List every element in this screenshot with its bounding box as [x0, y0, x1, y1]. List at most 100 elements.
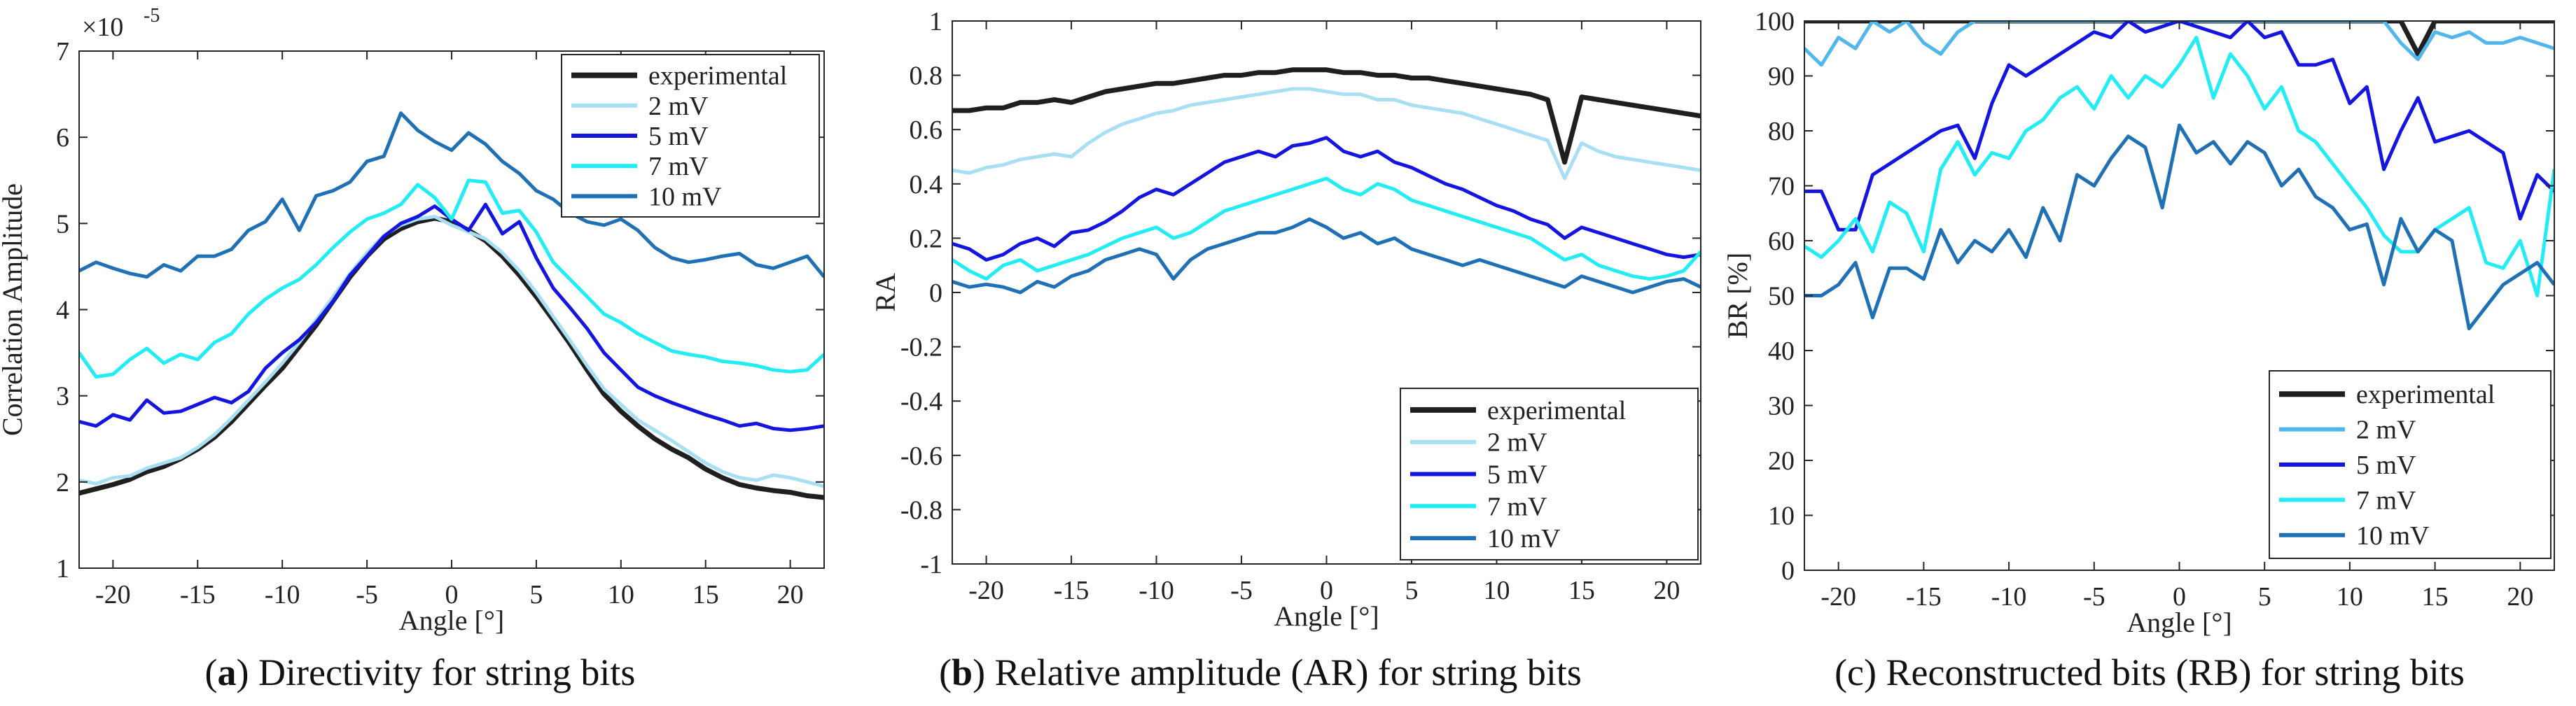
chart-a-xtick-label-1: -15	[180, 580, 216, 609]
chart-c-legend-label-3: 7 mV	[2356, 486, 2416, 515]
chart-a-ytick-label-2: 3	[56, 382, 69, 411]
chart-a-legend-label-2: 5 mV	[648, 122, 709, 151]
chart-c-ytick-label-4: 40	[1768, 337, 1795, 366]
chart-c-xtick-label-4: 0	[2173, 582, 2186, 612]
chart-c-legend-label-2: 5 mV	[2356, 451, 2416, 480]
chart-c-ytick-label-8: 80	[1768, 117, 1795, 146]
chart-c-xlabel: Angle [°]	[2126, 607, 2232, 638]
chart-a-xtick-label-5: 5	[529, 580, 543, 609]
chart-c-ytick-label-1: 10	[1768, 502, 1795, 531]
chart-a-series-line-1	[79, 215, 824, 488]
caption-a: (a) Directivity for string bits	[140, 651, 700, 694]
chart-c-ytick-label-2: 20	[1768, 446, 1795, 476]
caption-b-letter: b	[952, 651, 973, 693]
chart-a-y-exponent-power: -5	[144, 5, 160, 27]
chart-a-ytick-label-3: 4	[56, 296, 69, 325]
caption-a-letter: a	[217, 651, 237, 693]
chart-b-ytick-label-9: 0.8	[910, 62, 943, 91]
chart-b-legend-label-3: 7 mV	[1487, 492, 1547, 521]
chart-a-legend-label-4: 10 mV	[648, 182, 722, 211]
chart-c-ytick-label-3: 30	[1768, 392, 1795, 421]
chart-b-ytick-label-5: 0	[929, 278, 942, 308]
chart-b-legend-label-1: 2 mV	[1487, 428, 1547, 458]
chart-a-xtick-label-2: -10	[265, 580, 300, 609]
chart-c-legend-label-1: 2 mV	[2356, 416, 2416, 445]
caption-b: (b) Relative amplitude (AR) for string b…	[861, 651, 1659, 694]
chart-a-series-line-4	[79, 111, 824, 279]
chart-c-ytick-label-6: 60	[1768, 227, 1795, 256]
chart-c-xtick-label-5: 5	[2258, 582, 2271, 612]
chart-b-ytick-label-0: -1	[920, 550, 942, 579]
chart-a-series-line-3	[79, 178, 824, 379]
chart-b-series-line-1	[952, 87, 1701, 181]
chart-a-legend-label-1: 2 mV	[648, 92, 709, 121]
chart-a-xlabel: Angle [°]	[399, 605, 504, 636]
chart-c-legend-label-0: experimental	[2356, 380, 2495, 409]
chart-b-xtick-label-6: 10	[1483, 576, 1510, 605]
chart-a-xtick-label-8: 20	[777, 580, 804, 609]
chart-b-xlabel: Angle [°]	[1274, 600, 1379, 632]
caption-a-paren-open: (	[204, 651, 218, 693]
chart-a-xtick-label-0: -20	[95, 580, 131, 609]
caption-c-text: (c) Reconstructed bits (RB) for string b…	[1834, 651, 2465, 693]
chart-b-series-line-0	[952, 67, 1701, 165]
chart-a-legend-label-3: 7 mV	[648, 152, 709, 181]
chart-a-ytick-label-6: 7	[56, 37, 69, 66]
chart-a-y-exponent-label: ×10	[82, 13, 123, 42]
chart-a-ytick-label-4: 5	[56, 209, 69, 239]
chart-b-ytick-label-4: -0.2	[900, 333, 942, 362]
chart-a-ytick-label-5: 6	[56, 123, 69, 153]
chart-a-series-line-2	[79, 202, 824, 432]
chart-a-xtick-label-3: -5	[356, 580, 378, 609]
chart-b-xtick-label-7: 15	[1568, 576, 1595, 605]
chart-b-series-line-3	[952, 176, 1701, 281]
chart-b-xtick-label-2: -10	[1139, 576, 1174, 605]
chart-b-ytick-label-2: -0.6	[900, 442, 942, 471]
chart-c-ytick-label-10: 100	[1755, 7, 1795, 36]
caption-a-text: Directivity for string bits	[249, 651, 636, 693]
chart-a-legend-label-0: experimental	[648, 62, 787, 91]
chart-c-series-line-2	[1804, 21, 2554, 232]
chart-b-series-line-4	[952, 217, 1701, 295]
chart-c-legend-label-4: 10 mV	[2356, 521, 2430, 551]
chart-a-ytick-label-1: 2	[56, 468, 69, 497]
caption-a-paren-close: )	[236, 651, 249, 693]
chart-b-xtick-label-1: -15	[1054, 576, 1089, 605]
chart-b-legend-label-0: experimental	[1487, 396, 1626, 425]
chart-c-xtick-label-0: -20	[1820, 582, 1856, 612]
chart-c-ytick-label-0: 0	[1781, 556, 1795, 586]
chart-c-series-line-0	[1804, 21, 2554, 57]
caption-c: (c) Reconstructed bits (RB) for string b…	[1764, 651, 2535, 694]
chart-a-xtick-label-4: 0	[445, 580, 459, 609]
chart-a-ylabel: Correlation Amplitude	[0, 183, 28, 436]
chart-c-ytick-label-5: 50	[1768, 282, 1795, 311]
chart-b-ytick-label-8: 0.6	[910, 115, 943, 145]
chart-c-xtick-label-3: -5	[2083, 582, 2105, 612]
chart-c-xtick-label-7: 15	[2422, 582, 2449, 612]
chart-c-xtick-label-6: 10	[2337, 582, 2363, 612]
chart-c-xtick-label-1: -15	[1906, 582, 1942, 612]
chart-b-xtick-label-4: 0	[1320, 576, 1333, 605]
chart-a-xtick-label-7: 15	[692, 580, 719, 609]
chart-a-xtick-label-6: 10	[608, 580, 634, 609]
chart-c-series-line-1	[1804, 21, 2554, 67]
chart-b-xtick-label-0: -20	[968, 576, 1004, 605]
chart-b-ytick-label-6: 0.2	[910, 224, 943, 253]
chart-b-ytick-label-7: 0.4	[910, 170, 943, 199]
chart-b-ylabel: RA	[870, 273, 901, 312]
caption-b-text: Relative amplitude (AR) for string bits	[985, 651, 1582, 693]
chart-b-xtick-label-8: 20	[1653, 576, 1680, 605]
chart-b-legend-label-4: 10 mV	[1487, 524, 1561, 553]
caption-b-paren-close: )	[973, 651, 986, 693]
chart-b-ytick-label-3: -0.4	[900, 387, 942, 416]
chart-c-xtick-label-2: -10	[1991, 582, 2027, 612]
chart-b-ytick-label-10: 1	[929, 7, 942, 36]
chart-a-ytick-label-0: 1	[56, 554, 69, 584]
chart-c-xtick-label-8: 20	[2507, 582, 2533, 612]
chart-b-ytick-label-1: -0.8	[900, 495, 942, 525]
chart-b-xtick-label-5: 5	[1405, 576, 1418, 605]
chart-c-ylabel: BR [%]	[1722, 253, 1753, 339]
chart-c-series-line-3	[1804, 36, 2554, 297]
chart-c-ytick-label-9: 90	[1768, 62, 1795, 92]
